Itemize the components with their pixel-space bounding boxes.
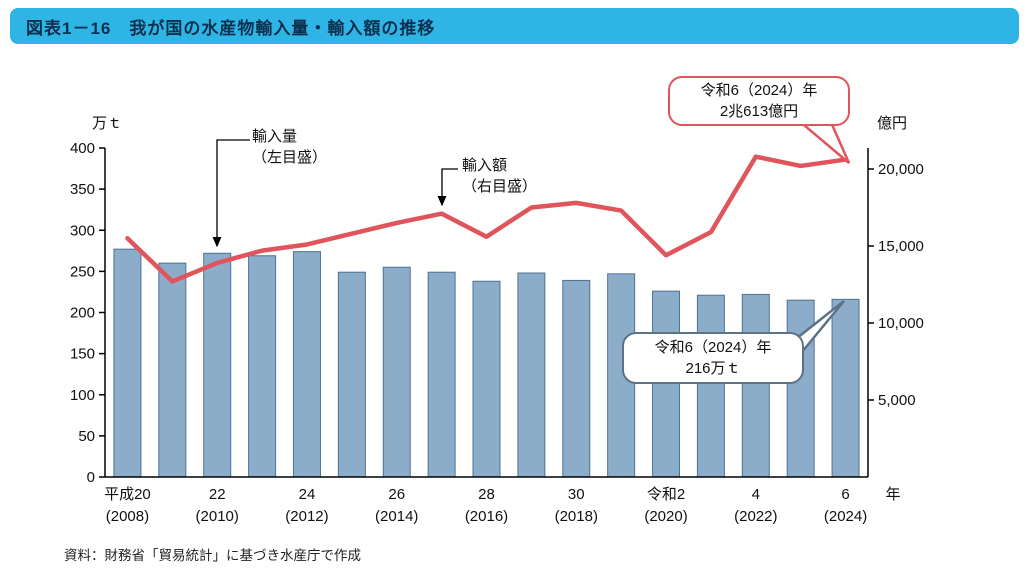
bar-series-annotation-line1: 輸入量	[252, 128, 298, 145]
import-volume-callout-bubble: 令和6（2024）年 216万ｔ	[622, 332, 804, 384]
right-axis-tick-label: 10,000	[878, 315, 924, 332]
x-axis-tick-year-label: (2024)	[824, 508, 867, 525]
import-volume-callout-line2: 216万ｔ	[685, 360, 741, 377]
x-axis-tick-year-label: (2008)	[106, 508, 149, 525]
volume-annotation-arrow	[212, 139, 250, 248]
x-axis-unit-label: 年	[885, 486, 900, 503]
left-axis-tick-label: 400	[70, 140, 95, 157]
source-note: 資料：財務省「貿易統計」に基づき水産庁で作成	[64, 548, 361, 563]
import-volume-callout-line1: 令和6（2024）年	[654, 339, 772, 356]
import-volume-bar	[517, 272, 546, 478]
import-volume-bar	[741, 293, 770, 478]
import-volume-bar	[292, 251, 321, 478]
x-axis-tick-year-label: (2012)	[285, 508, 328, 525]
left-axis-tick-label: 100	[70, 387, 95, 404]
x-axis-tick-year-label: (2016)	[465, 508, 508, 525]
import-volume-bar	[427, 271, 456, 478]
left-axis-unit-label: 万ｔ	[92, 115, 122, 132]
line-series-annotation-line1: 輸入額	[462, 157, 508, 174]
x-axis-tick-year-label: (2022)	[734, 508, 777, 525]
x-axis-tick-year-label: (2010)	[196, 508, 239, 525]
right-axis-tick-label: 5,000	[878, 392, 916, 409]
import-volume-bar	[562, 279, 591, 478]
import-value-callout-line2: 2兆613億円	[719, 103, 799, 120]
x-axis-tick-era-label: 24	[299, 486, 316, 503]
import-volume-bar	[203, 252, 232, 478]
left-axis-tick-label: 250	[70, 263, 95, 280]
x-axis-tick-era-label: 6	[841, 486, 849, 503]
import-volume-bar	[652, 290, 681, 478]
bar-series-annotation-line2: （左目盛）	[252, 149, 328, 166]
import-value-callout-line1: 令和6（2024）年	[700, 82, 818, 99]
figure-title-bar: 図表1－16 我が国の水産物輸入量・輸入額の推移	[10, 8, 1019, 44]
import-volume-bar	[382, 266, 411, 478]
bar-series-annotation: 輸入量 （左目盛）	[252, 126, 327, 168]
x-axis-tick-year-label: (2014)	[375, 508, 418, 525]
import-volume-bar	[472, 280, 501, 478]
value-annotation-arrow	[437, 168, 458, 207]
right-axis-unit-label: 億円	[877, 115, 907, 132]
import-value-line	[125, 154, 848, 284]
left-axis-tick-label: 150	[70, 346, 95, 363]
import-volume-bar	[248, 255, 277, 478]
left-axis-tick-label: 50	[78, 428, 95, 445]
x-axis-tick-era-label: 令和2	[647, 486, 685, 503]
right-axis-tick-label: 15,000	[878, 238, 924, 255]
left-axis-tick-label: 0	[87, 469, 95, 486]
x-axis-tick-year-label: (2020)	[644, 508, 687, 525]
import-volume-bar	[158, 262, 187, 478]
left-axis-tick-label: 200	[70, 305, 95, 322]
line-series-annotation-line2: （右目盛）	[462, 178, 538, 195]
import-volume-bar	[337, 271, 366, 478]
left-axis-tick-label: 350	[70, 181, 95, 198]
x-axis-tick-era-label: 28	[478, 486, 495, 503]
figure-title: 図表1－16 我が国の水産物輸入量・輸入額の推移	[26, 18, 436, 38]
left-axis-tick-label: 300	[70, 222, 95, 239]
x-axis-tick-era-label: 4	[752, 486, 760, 503]
import-volume-bar	[831, 298, 860, 478]
import-value-callout-bubble: 令和6（2024）年 2兆613億円	[668, 76, 850, 126]
x-axis-tick-era-label: 22	[209, 486, 226, 503]
import-volume-bar	[113, 248, 142, 478]
line-series-annotation: 輸入額 （右目盛）	[462, 155, 537, 197]
x-axis-tick-era-label: 平成20	[104, 486, 151, 503]
right-axis-tick-label: 20,000	[878, 161, 924, 178]
value-callout-tail	[794, 118, 851, 164]
x-axis-tick-year-label: (2018)	[555, 508, 598, 525]
import-volume-bar	[696, 294, 725, 478]
x-axis-tick-era-label: 30	[568, 486, 585, 503]
x-axis-tick-era-label: 26	[388, 486, 405, 503]
